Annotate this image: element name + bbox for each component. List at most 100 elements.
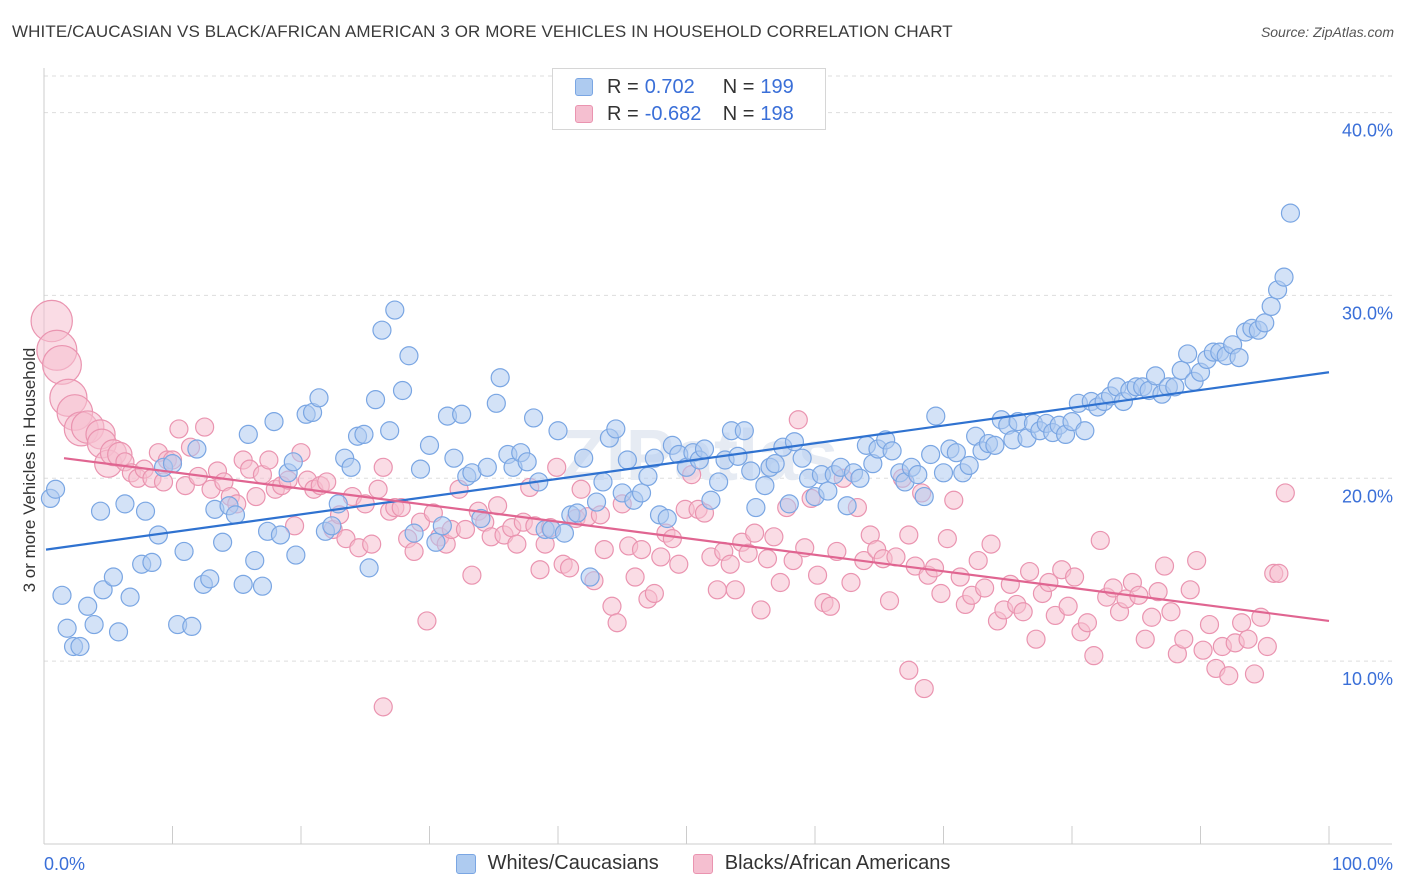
data-point xyxy=(914,486,934,507)
data-point xyxy=(586,492,607,512)
data-point xyxy=(162,454,183,474)
legend-label-blacks: Blacks/African Americans xyxy=(724,852,951,874)
data-point xyxy=(238,424,258,444)
data-point xyxy=(631,539,652,560)
data-point xyxy=(93,580,113,600)
data-point xyxy=(1199,614,1220,635)
legend-swatch-blacks xyxy=(575,105,593,123)
data-point xyxy=(70,636,90,657)
data-point xyxy=(90,501,111,521)
y-tick-label: 20.0% xyxy=(1342,486,1393,506)
data-point xyxy=(728,446,748,466)
data-point xyxy=(644,583,664,604)
data-point xyxy=(879,591,900,611)
data-point xyxy=(462,565,482,585)
legend-r-value: 0.702 xyxy=(644,75,695,98)
data-point xyxy=(404,541,424,562)
data-point xyxy=(741,461,761,481)
data-point xyxy=(517,452,537,472)
data-point xyxy=(270,525,291,545)
trendline-whites xyxy=(45,371,1330,551)
legend-swatch-blacks xyxy=(692,853,713,874)
data-point xyxy=(985,435,1005,455)
y-tick-label: 40.0% xyxy=(1342,121,1393,141)
data-point xyxy=(607,613,627,633)
data-point xyxy=(1219,666,1239,686)
data-point xyxy=(417,611,437,631)
chart-title: WHITE/CAUCASIAN VS BLACK/AFRICAN AMERICA… xyxy=(12,22,953,41)
data-point xyxy=(914,678,934,699)
data-point xyxy=(1171,360,1191,380)
data-point xyxy=(1154,556,1175,576)
data-point xyxy=(1178,344,1198,364)
data-point xyxy=(765,454,785,474)
data-point xyxy=(850,468,870,488)
data-point xyxy=(1075,421,1095,441)
data-point xyxy=(120,587,140,607)
data-point xyxy=(617,450,637,470)
data-point xyxy=(1039,572,1059,593)
data-point xyxy=(373,457,393,477)
data-point xyxy=(57,618,77,638)
data-point xyxy=(606,419,626,439)
data-point xyxy=(1077,613,1098,633)
legend-n-value: 198 xyxy=(760,102,794,125)
data-point xyxy=(488,496,508,516)
legend-item-whites[interactable]: Whites/Caucasians xyxy=(455,852,659,875)
data-point xyxy=(507,534,527,554)
data-point xyxy=(426,532,446,552)
y-tick-label: 10.0% xyxy=(1342,669,1393,689)
data-point xyxy=(959,455,979,476)
data-point xyxy=(368,479,388,499)
data-point xyxy=(1013,602,1033,622)
data-point xyxy=(625,567,645,587)
data-point xyxy=(317,472,337,492)
data-point xyxy=(233,574,253,594)
data-point xyxy=(1165,377,1185,397)
data-point xyxy=(770,572,790,593)
data-point xyxy=(662,529,682,549)
data-point xyxy=(45,479,66,499)
data-point xyxy=(886,547,906,567)
legend-item-blacks[interactable]: Blacks/African Americans xyxy=(692,852,951,875)
data-point xyxy=(720,554,740,574)
data-point xyxy=(567,503,587,523)
data-point xyxy=(1280,203,1301,223)
data-point xyxy=(444,448,464,468)
data-point xyxy=(559,558,580,578)
data-point xyxy=(490,368,510,388)
data-point xyxy=(1064,567,1085,587)
data-point xyxy=(580,567,600,587)
data-point xyxy=(548,421,568,441)
data-point xyxy=(1145,366,1166,386)
legend-swatch-whites xyxy=(575,78,593,96)
data-point xyxy=(1238,629,1258,649)
data-point xyxy=(792,448,812,468)
data-point xyxy=(1257,636,1277,657)
data-point xyxy=(195,417,215,437)
data-point xyxy=(944,490,964,510)
data-point xyxy=(486,393,506,413)
trendlines xyxy=(45,371,1330,623)
data-point xyxy=(638,466,658,487)
data-point xyxy=(921,444,941,465)
data-point xyxy=(751,600,771,620)
legend-r-label: R = xyxy=(607,102,639,125)
data-point xyxy=(286,545,306,565)
data-point xyxy=(1135,629,1155,649)
data-point xyxy=(899,525,919,545)
stats-legend: R = 0.702 N = 199 R = -0.682 N = 198 xyxy=(552,68,826,130)
data-point xyxy=(182,616,202,637)
data-point xyxy=(946,443,966,463)
data-point xyxy=(1275,483,1295,503)
data-point xyxy=(1193,640,1213,660)
data-point xyxy=(108,622,129,642)
data-point xyxy=(200,569,220,589)
data-point xyxy=(362,534,382,554)
data-point xyxy=(252,576,273,596)
data-point xyxy=(264,412,284,432)
data-point xyxy=(746,497,766,518)
trendline-blacks xyxy=(63,457,1330,623)
data-point xyxy=(1148,582,1168,602)
data-point xyxy=(246,486,266,507)
